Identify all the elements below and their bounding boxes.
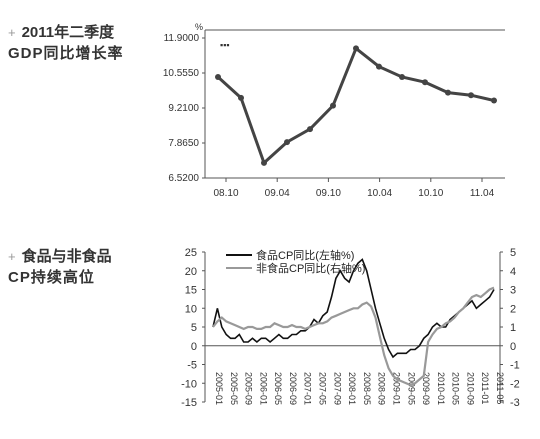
cpi-left-y-ticks: 25 20 15 10 5 0 -5 -10 -15 xyxy=(181,247,205,409)
gdp-chart-axes xyxy=(204,29,505,179)
gdp-y-tick-label: 7.8650 xyxy=(168,138,199,149)
gdp-data-point xyxy=(353,45,359,52)
cpi-x-tick-label: 2009-05 xyxy=(406,372,416,405)
gdp-x-tick-label: 10.10 xyxy=(418,188,443,199)
gdp-data-point xyxy=(215,74,221,81)
cpi-x-tick-label: 2006-01 xyxy=(258,372,268,405)
cpi-x-ticks: 2005-01 2005-05 2005-09 2006-01 2006-05 2006-… xyxy=(214,372,505,405)
gdp-y-tick-label: 11.9000 xyxy=(164,33,200,44)
cpi-x-tick-label: 2009-01 xyxy=(391,372,401,405)
plus-icon: + xyxy=(8,249,16,264)
cpi-right-y-tick-label: -1 xyxy=(510,360,520,372)
cpi-x-tick-label: 2006-05 xyxy=(273,372,283,405)
gdp-y-tick-label: 9.2100 xyxy=(168,103,199,114)
cpi-x-tick-label: 2008-09 xyxy=(377,372,387,405)
cpi-left-y-tick-label: 5 xyxy=(191,322,197,334)
gdp-title-line2: GDP同比增长率 xyxy=(8,45,124,62)
cpi-legend: 食品CP同比(左轴%) 非食品CP同比(右轴%) xyxy=(226,248,365,275)
gdp-y-ticks: 11.9000 10.5550 9.2100 7.8650 6.5200 xyxy=(163,33,205,184)
legend-label-food: 食品CP同比(左轴%) xyxy=(256,248,354,262)
cpi-left-y-tick-label: -10 xyxy=(181,378,197,390)
gdp-title-line1: 2011年二季度 xyxy=(21,24,115,41)
cpi-right-y-tick-label: 3 xyxy=(510,285,516,297)
legend-label-nonfood: 非食品CP同比(右轴%) xyxy=(256,261,365,275)
cpi-x-tick-label: 2007-01 xyxy=(303,372,313,405)
cpi-right-y-ticks: 5 4 3 2 1 0 -1 -2 -3 xyxy=(500,247,520,409)
gdp-y-tick-label: 10.5550 xyxy=(163,68,200,79)
cpi-title-line2: CP持续高位 xyxy=(8,269,95,286)
cpi-left-y-tick-label: 20 xyxy=(185,266,197,278)
gdp-x-tick-label: 09.04 xyxy=(265,188,290,199)
gdp-x-ticks: 08.10 09.04 09.10 10.04 10.10 11.04 xyxy=(213,178,495,199)
gdp-data-point xyxy=(261,159,267,166)
gdp-data-point xyxy=(491,97,497,104)
cpi-right-y-tick-label: 0 xyxy=(510,341,516,353)
cpi-x-tick-label: 2011-05 xyxy=(495,372,505,404)
cpi-panel-title: + 食品与非食品 CP持续高位 xyxy=(8,246,112,288)
cpi-x-tick-label: 2007-09 xyxy=(332,372,342,405)
gdp-y-tick-label: 6.5200 xyxy=(168,173,199,184)
cpi-x-tick-label: 2010-05 xyxy=(451,372,461,405)
gdp-data-point xyxy=(445,89,451,96)
cpi-x-tick-label: 2010-01 xyxy=(436,372,446,405)
gdp-data-point xyxy=(399,74,405,81)
cpi-x-tick-label: 2010-09 xyxy=(465,372,475,405)
gdp-panel-title: +2011年二季度 GDP同比增长率 xyxy=(8,22,124,64)
cpi-x-tick-label: 2011-01 xyxy=(480,372,490,404)
gdp-data-point xyxy=(330,102,336,109)
cpi-x-tick-label: 2005-05 xyxy=(229,372,239,405)
gdp-x-tick-label: 08.10 xyxy=(213,188,238,199)
nonfood-cpi-line xyxy=(212,286,495,387)
cpi-left-y-tick-label: 25 xyxy=(185,247,197,259)
cpi-x-tick-label: 2005-09 xyxy=(244,372,254,405)
cpi-x-tick-label: 2006-09 xyxy=(288,372,298,405)
cpi-left-y-tick-label: 0 xyxy=(191,341,197,353)
gdp-x-tick-label: 09.10 xyxy=(316,188,341,199)
cpi-right-y-tick-label: -3 xyxy=(510,397,520,409)
gdp-x-tick-label: 11.04 xyxy=(470,188,495,199)
cpi-left-y-tick-label: -5 xyxy=(187,360,197,372)
cpi-right-y-tick-label: 2 xyxy=(510,303,516,315)
cpi-right-y-tick-label: 5 xyxy=(510,247,516,259)
gdp-x-tick-label: 10.04 xyxy=(367,188,392,199)
cpi-x-tick-label: 2009-09 xyxy=(421,372,431,405)
cpi-right-y-tick-label: 1 xyxy=(510,322,516,334)
cpi-right-y-tick-label: -2 xyxy=(510,378,520,390)
gdp-data-point xyxy=(284,139,290,146)
cpi-x-tick-label: 2005-01 xyxy=(214,372,224,405)
cpi-right-y-tick-label: 4 xyxy=(510,266,516,278)
food-cpi-line xyxy=(212,258,495,359)
gdp-unit-label: % xyxy=(195,22,203,32)
gdp-data-point xyxy=(307,126,313,133)
cpi-x-tick-label: 2007-05 xyxy=(318,372,328,405)
gdp-data-point xyxy=(468,92,474,99)
cpi-left-y-tick-label: 15 xyxy=(185,285,197,297)
gdp-data-point xyxy=(376,63,382,70)
gdp-legend-marker: ▪▪▪ xyxy=(220,40,230,50)
plus-icon: + xyxy=(8,25,16,40)
cpi-x-tick-label: 2008-05 xyxy=(362,372,372,405)
cpi-left-y-tick-label: 10 xyxy=(185,303,197,315)
gdp-series xyxy=(215,45,497,166)
cpi-x-tick-label: 2008-01 xyxy=(347,372,357,405)
cpi-series xyxy=(212,258,495,387)
gdp-data-point xyxy=(238,94,244,101)
cpi-title-line1: 食品与非食品 xyxy=(21,248,112,265)
gdp-data-point xyxy=(422,79,428,86)
cpi-left-y-tick-label: -15 xyxy=(181,397,197,409)
